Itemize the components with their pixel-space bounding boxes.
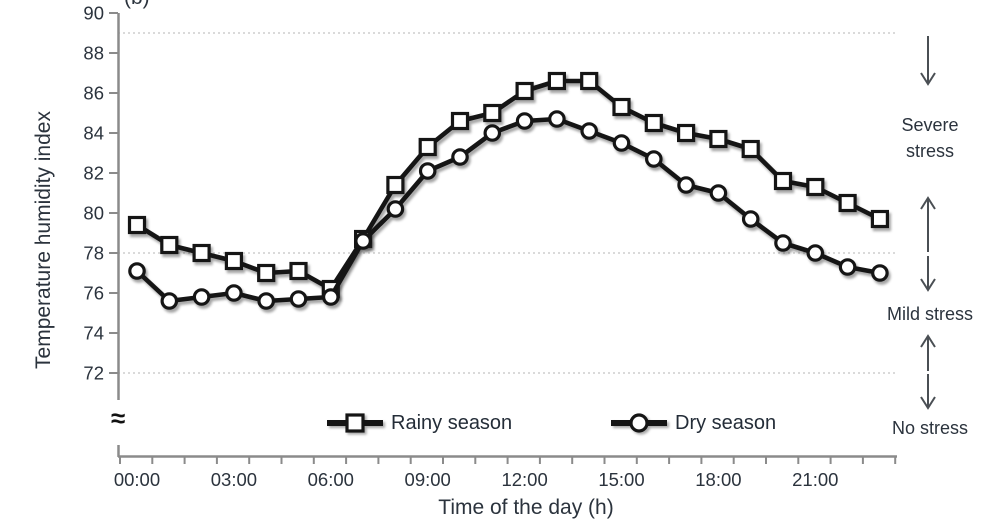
legend-marker-square-icon [327, 413, 383, 433]
legend-label-rainy-season: Rainy season [391, 411, 513, 434]
arrow-head [920, 396, 936, 410]
y-tick-label: 80 [83, 203, 104, 224]
data-point-square [709, 129, 728, 149]
legend-item-rainy-season: Rainy season [326, 410, 512, 436]
data-point-square [483, 103, 502, 123]
data-point-square [644, 113, 663, 133]
annotation-severe-stress: Severe stress [901, 115, 959, 161]
data-point-square [160, 235, 179, 255]
data-point-square [418, 137, 437, 157]
data-point-square [386, 175, 405, 195]
legend-marker-circle-icon [611, 413, 667, 433]
data-point-circle [160, 292, 179, 310]
series-line [135, 78, 881, 292]
data-point-square [127, 215, 147, 235]
y-tick-label: 90 [83, 3, 104, 24]
data-point-square [741, 139, 760, 159]
data-point-square [838, 193, 857, 213]
x-tick-label: 06:00 [308, 469, 354, 490]
arrow-head [920, 72, 936, 86]
data-point-circle [838, 258, 857, 276]
y-tick-label: 86 [83, 83, 104, 104]
data-point-square [192, 243, 211, 263]
data-point-circle [644, 150, 663, 168]
data-point-square [547, 71, 567, 91]
data-point-circle [548, 110, 566, 128]
x-tick-label: 15:00 [598, 469, 644, 490]
series-line [135, 116, 881, 304]
y-tick-label: 72 [83, 363, 104, 384]
arrow-head [920, 334, 936, 348]
data-point-square [515, 81, 534, 101]
x-tick-label: 00:00 [114, 469, 160, 490]
data-point-square [289, 261, 308, 281]
data-point-circle [128, 262, 146, 280]
data-point-circle [806, 244, 825, 262]
data-point-square [580, 71, 599, 91]
data-point-circle [612, 134, 631, 152]
series-dry-season [128, 110, 889, 310]
figure-panel-label: (b) [124, 0, 150, 10]
up-arrow-icon [920, 196, 936, 252]
up-arrow-icon [920, 334, 936, 371]
x-axis-title: Time of the day (h) [438, 496, 614, 519]
data-point-square [870, 209, 890, 229]
y-tick-label: 82 [83, 163, 104, 184]
legend-item-dry-season: Dry season [610, 410, 776, 436]
y-tick-label: 78 [83, 243, 104, 264]
data-point-circle [580, 122, 598, 140]
arrow-head [920, 278, 936, 292]
data-point-square [257, 263, 276, 283]
down-arrow-icon [920, 256, 936, 292]
series-rainy-season [127, 71, 890, 299]
y-tick-label: 74 [83, 323, 104, 344]
data-point-circle [483, 124, 502, 142]
y-tick-label: 76 [83, 283, 104, 304]
data-point-circle [677, 176, 695, 194]
legend-label-dry-season: Dry season [675, 411, 777, 434]
data-point-square [676, 123, 696, 143]
data-point-circle [418, 162, 437, 180]
annotation-no-stress: No stress [891, 418, 969, 438]
data-point-circle [225, 284, 243, 302]
data-point-circle [451, 148, 469, 166]
y-tick-label: 88 [83, 43, 104, 64]
y-tick-label: 84 [83, 123, 104, 144]
x-tick-label: 21:00 [792, 469, 838, 490]
down-arrow-icon [920, 374, 936, 410]
data-point-square [450, 111, 470, 131]
data-point-circle [515, 112, 534, 130]
arrow-head [920, 196, 936, 210]
data-point-square [612, 97, 631, 117]
x-tick-label: 18:00 [695, 469, 741, 490]
x-tick-label: 03:00 [211, 469, 257, 490]
data-point-square [773, 171, 793, 191]
data-point-circle [289, 290, 308, 308]
data-point-circle [321, 288, 340, 306]
y-axis-title: Temperature humidity index [32, 111, 55, 369]
data-point-circle [709, 184, 728, 202]
x-tick-label: 12:00 [501, 469, 547, 490]
data-point-circle [386, 200, 405, 218]
data-point-circle [192, 288, 211, 306]
down-arrow-icon [920, 36, 936, 86]
x-tick-label: 09:00 [405, 469, 451, 490]
data-point-square [224, 251, 243, 271]
annotation-mild-stress: Mild stress [886, 304, 973, 324]
data-point-circle [871, 264, 889, 282]
data-point-square [806, 177, 825, 197]
data-point-circle [774, 234, 792, 252]
data-point-circle [257, 292, 275, 310]
data-point-circle [354, 232, 372, 250]
y-axis-break-icon: ≈ [111, 403, 126, 433]
data-point-circle [741, 210, 760, 228]
